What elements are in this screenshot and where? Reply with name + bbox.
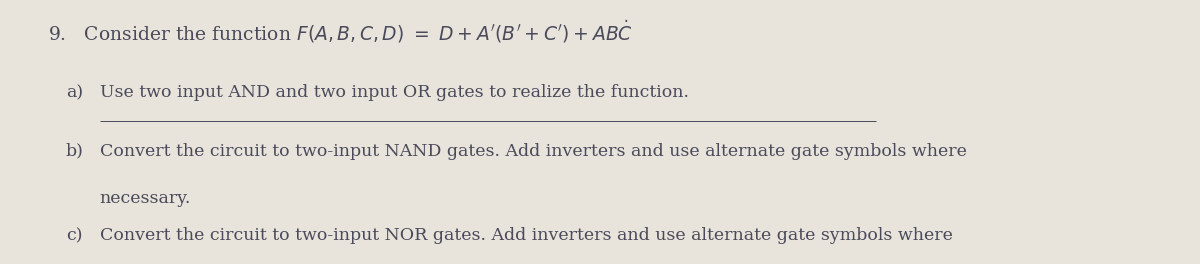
Text: Convert the circuit to two-input NAND gates. Add inverters and use alternate gat: Convert the circuit to two-input NAND ga…: [100, 143, 966, 159]
Text: necessary.: necessary.: [100, 190, 191, 207]
Text: 9.   Consider the function $F(A, B, C, D)\ =\ D + A'(B' + C') + AB\dot{C}$: 9. Consider the function $F(A, B, C, D)\…: [48, 18, 632, 45]
Text: c): c): [66, 227, 83, 244]
Text: b): b): [66, 143, 84, 159]
Text: Convert the circuit to two-input NOR gates. Add inverters and use alternate gate: Convert the circuit to two-input NOR gat…: [100, 227, 953, 244]
Text: Use two input AND and two input OR gates to realize the function.: Use two input AND and two input OR gates…: [100, 84, 689, 101]
Text: a): a): [66, 84, 83, 101]
